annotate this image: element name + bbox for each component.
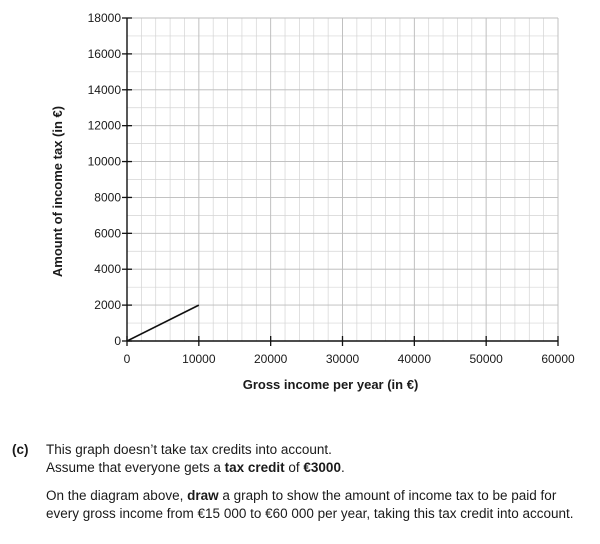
tick-marks (122, 17, 559, 346)
y-tick-label: 6000 (94, 226, 121, 240)
y-tick-label: 2000 (94, 298, 121, 312)
y-tick-label: 18000 (88, 11, 122, 25)
tax-credit-term: tax credit (224, 460, 285, 475)
line3-pre: On the diagram above, (46, 488, 188, 503)
line3-post: a graph to show the amount of income tax… (46, 488, 574, 521)
tax-credit-amount: €3000 (303, 460, 341, 475)
y-tick-label: 16000 (88, 47, 122, 61)
series-lines (126, 304, 200, 342)
income-tax-chart: 0 2000 4000 6000 8000 10000 12000 14000 16000 180… (50, 11, 575, 392)
question-line-1: This graph doesn’t take tax credits into… (46, 442, 332, 457)
line2-mid: of (284, 460, 304, 475)
y-tick-label: 14000 (88, 83, 122, 97)
question-label: (c) (12, 442, 29, 457)
y-tick-label: 8000 (94, 190, 121, 204)
question-line-3: On the diagram above, draw a graph to sh… (46, 487, 586, 523)
x-tick-label: 30000 (326, 352, 360, 366)
y-tick-labels: 0 2000 4000 6000 8000 10000 12000 14000 16000 180… (88, 11, 122, 348)
y-tick-label: 4000 (94, 262, 121, 276)
x-tick-label: 20000 (254, 352, 288, 366)
y-axis-title: Amount of income tax (in €) (50, 106, 65, 277)
draw-instruction: draw (187, 488, 219, 503)
y-tick-label: 10000 (88, 155, 122, 169)
x-tick-label: 50000 (469, 352, 503, 366)
x-tick-label: 60000 (541, 352, 575, 366)
major-gridlines (127, 17, 559, 341)
line2-post: . (340, 460, 345, 475)
x-tick-labels: 0 10000 20000 30000 40000 50000 60000 (124, 352, 575, 366)
x-tick-label: 40000 (398, 352, 432, 366)
x-tick-label: 10000 (182, 352, 216, 366)
x-axis-title: Gross income per year (in €) (243, 377, 419, 392)
y-tick-label: 12000 (88, 119, 122, 133)
tax-line (126, 304, 200, 342)
line2-pre: Assume that everyone gets a (46, 460, 225, 475)
x-tick-label: 0 (124, 352, 131, 366)
question-body: This graph doesn’t take tax credits into… (46, 441, 586, 523)
y-tick-label: 0 (114, 334, 121, 348)
question-line-2: Assume that everyone gets a tax credit o… (46, 459, 586, 477)
